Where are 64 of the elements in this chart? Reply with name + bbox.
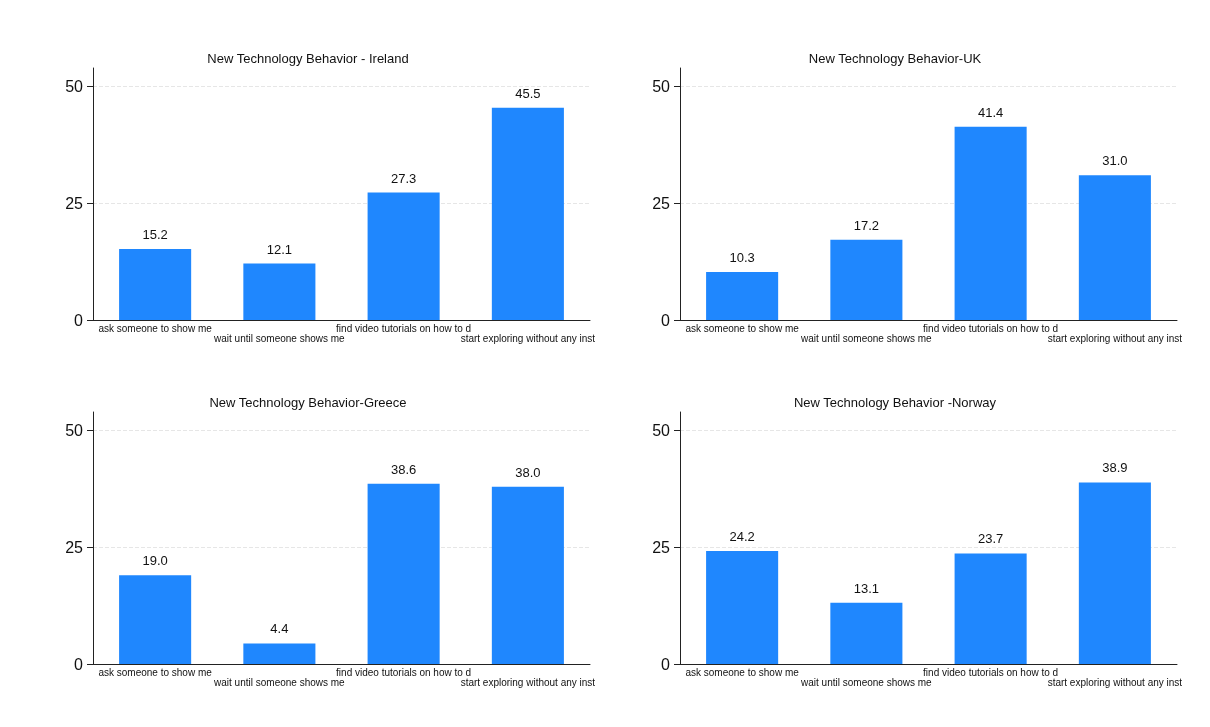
data-label: 23.7 [977, 531, 1004, 547]
data-label: 41.4 [977, 104, 1004, 120]
data-label: 4.4 [270, 621, 289, 637]
data-label: 13.1 [853, 580, 880, 596]
bar [119, 249, 192, 320]
data-label: 17.2 [853, 217, 880, 233]
bar [830, 602, 903, 664]
x-tick-label: wait until someone shows me [213, 332, 346, 344]
data-label: 38.9 [1102, 460, 1128, 476]
chart-title: New Technology Behavior-Greece [209, 395, 407, 410]
y-tick-label: 0 [661, 311, 671, 329]
data-label: 15.2 [142, 227, 168, 243]
chart-title: New Technology Behavior-UK [808, 51, 982, 66]
x-tick-label: ask someone to show me [685, 666, 800, 678]
data-label: 24.2 [729, 529, 755, 545]
chart-title: New Technology Behavior -Norway [793, 395, 997, 410]
y-tick-label: 25 [652, 194, 671, 212]
y-tick-label: 50 [65, 422, 84, 440]
data-label: 27.3 [390, 170, 417, 186]
x-tick-label: start exploring without any inst [1047, 676, 1183, 688]
data-label: 38.6 [390, 461, 417, 477]
y-tick-label: 25 [65, 538, 84, 556]
bar [954, 126, 1027, 320]
chart-title: New Technology Behavior - Ireland [207, 51, 409, 66]
bar [243, 263, 316, 320]
x-tick-label: start exploring without any inst [1047, 332, 1183, 344]
x-tick-label: find video tutorials on how to d [336, 666, 472, 678]
y-tick-label: 25 [652, 538, 671, 556]
x-tick-label: wait until someone shows me [213, 676, 346, 688]
y-tick-label: 50 [65, 78, 84, 96]
y-tick-label: 25 [65, 194, 84, 212]
x-tick-label: start exploring without any inst [460, 332, 596, 344]
x-tick-label: ask someone to show me [98, 322, 213, 334]
data-label: 10.3 [729, 249, 755, 265]
bar [243, 643, 316, 664]
data-label: 45.5 [515, 85, 541, 101]
bar [119, 575, 192, 664]
data-label: 12.1 [266, 241, 293, 257]
bar [1078, 175, 1151, 320]
bar [830, 239, 903, 320]
y-tick-label: 50 [652, 78, 671, 96]
x-tick-label: wait until someone shows me [800, 332, 933, 344]
bar [954, 553, 1027, 664]
y-tick-label: 0 [661, 655, 671, 673]
x-tick-label: ask someone to show me [98, 666, 213, 678]
y-tick-label: 50 [652, 422, 671, 440]
x-tick-label: ask someone to show me [685, 322, 800, 334]
bar [1078, 482, 1151, 664]
y-tick-label: 0 [74, 655, 84, 673]
bar [491, 486, 564, 664]
x-tick-label: find video tutorials on how to d [923, 666, 1059, 678]
bar [367, 483, 440, 664]
bar [491, 107, 564, 320]
x-tick-label: find video tutorials on how to d [923, 322, 1059, 334]
bar [706, 551, 779, 664]
data-label: 19.0 [142, 553, 168, 569]
data-label: 38.0 [515, 464, 541, 480]
x-tick-label: find video tutorials on how to d [336, 322, 472, 334]
x-tick-label: wait until someone shows me [800, 676, 933, 688]
bar [706, 271, 779, 320]
data-label: 31.0 [1102, 153, 1128, 169]
y-tick-label: 0 [74, 311, 84, 329]
bar [367, 192, 440, 320]
x-tick-label: start exploring without any inst [460, 676, 596, 688]
